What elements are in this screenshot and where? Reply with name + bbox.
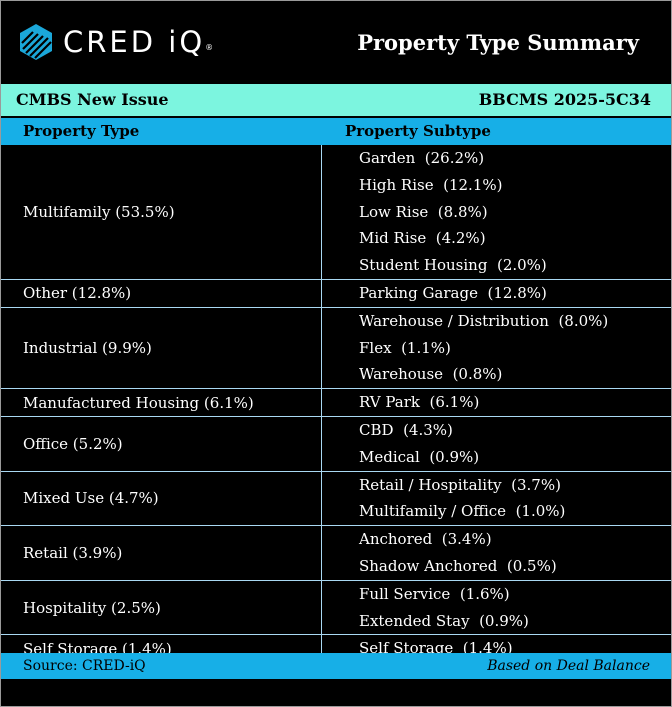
property-table-body: Multifamily (53.5%) Garden (26.2%) High Ri… <box>1 145 671 663</box>
basis-note: Based on Deal Balance <box>487 658 650 674</box>
property-subtype-list: RV Park (6.1%) <box>321 389 671 416</box>
property-type-group: Manufactured Housing (6.1%) RV Park (6.1%… <box>1 388 671 416</box>
column-header-property-subtype: Property Subtype <box>345 122 491 140</box>
column-header-property-type: Property Type <box>23 122 140 140</box>
header: CRED iQ® Property Type Summary <box>1 1 671 83</box>
property-subtype-item: Mid Rise (4.2%) <box>359 229 486 248</box>
property-subtype-item: Full Service (1.6%) <box>359 584 510 603</box>
property-subtype-item: Medical (0.9%) <box>359 447 480 466</box>
property-subtype-list: Garden (26.2%) High Rise (12.1%) Low Rise … <box>321 145 671 279</box>
property-type-group: Mixed Use (4.7%) Retail / Hospitality (3.… <box>1 470 671 526</box>
property-subtype-list: CBD (4.3%) Medical (0.9%) <box>321 416 671 471</box>
property-type-group: Multifamily (53.5%) Garden (26.2%) High Ri… <box>1 145 671 279</box>
property-type-group: Retail (3.9%) Anchored (3.4%) Shadow Ancho… <box>1 525 671 580</box>
property-type-cell: Manufactured Housing (6.1%) <box>23 393 254 412</box>
source-note: Source: CRED-iQ <box>23 658 146 674</box>
cred-iq-logo-icon <box>20 24 52 60</box>
property-subtype-list: Self Storage (1.4%) <box>321 635 671 663</box>
property-type-cell: Other (12.8%) <box>23 284 132 303</box>
property-subtype-item: Retail / Hospitality (3.7%) <box>359 475 561 494</box>
property-subtype-item: Multifamily / Office (1.0%) <box>359 502 566 521</box>
brand-name: CRED iQ® <box>63 25 214 59</box>
property-subtype-item: High Rise (12.1%) <box>359 175 503 194</box>
property-type-cell: Mixed Use (4.7%) <box>23 489 159 508</box>
property-type-cell: Multifamily (53.5%) <box>23 202 175 221</box>
table-header: Property Type Property Subtype <box>1 118 671 145</box>
property-subtype-item: Garden (26.2%) <box>359 149 485 167</box>
property-subtype-list: Parking Garage (12.8%) <box>321 279 671 307</box>
property-subtype-item: Flex (1.1%) <box>359 338 451 357</box>
property-subtype-item: CBD (4.3%) <box>359 420 453 439</box>
property-subtype-item: Shadow Anchored (0.5%) <box>359 556 557 575</box>
page-title: Property Type Summary <box>357 30 639 55</box>
property-subtype-item: Parking Garage (12.8%) <box>359 283 547 302</box>
property-subtype-item: Extended Stay (0.9%) <box>359 611 529 630</box>
footer: Source: CRED-iQ Based on Deal Balance <box>1 653 671 679</box>
deal-name: BBCMS 2025-5C34 <box>478 90 651 109</box>
deal-bar: CMBS New Issue BBCMS 2025-5C34 <box>1 84 671 116</box>
property-type-cell: Office (5.2%) <box>23 434 123 453</box>
property-subtype-item: Warehouse / Distribution (8.0%) <box>359 311 609 330</box>
property-type-group: Hospitality (2.5%) Full Service (1.6%) Ext… <box>1 579 671 635</box>
property-subtype-item: Anchored (3.4%) <box>359 530 492 549</box>
property-subtype-item: Warehouse (0.8%) <box>359 365 503 384</box>
property-type-cell: Retail (3.9%) <box>23 543 123 562</box>
property-type-group: Office (5.2%) CBD (4.3%) Medical (0.9%) <box>1 415 671 471</box>
property-type-group: Industrial (9.9%) Warehouse / Distributio… <box>1 306 671 389</box>
property-subtype-item: RV Park (6.1%) <box>359 393 480 412</box>
property-type-cell: Hospitality (2.5%) <box>23 598 161 617</box>
property-subtype-list: Retail / Hospitality (3.7%) Multifamily /… <box>321 471 671 526</box>
property-subtype-list: Anchored (3.4%) Shadow Anchored (0.5%) <box>321 526 671 580</box>
property-type-cell: Industrial (9.9%) <box>23 338 152 357</box>
property-subtype-list: Warehouse / Distribution (8.0%) Flex (1.1… <box>321 307 671 389</box>
property-subtype-list: Full Service (1.6%) Extended Stay (0.9%) <box>321 580 671 635</box>
deal-label: CMBS New Issue <box>16 90 169 109</box>
property-type-group: Other (12.8%) Parking Garage (12.8%) <box>1 278 671 307</box>
property-subtype-item: Self Storage (1.4%) <box>359 639 513 658</box>
property-subtype-item: Student Housing (2.0%) <box>359 256 547 275</box>
property-subtype-item: Low Rise (8.8%) <box>359 202 488 221</box>
